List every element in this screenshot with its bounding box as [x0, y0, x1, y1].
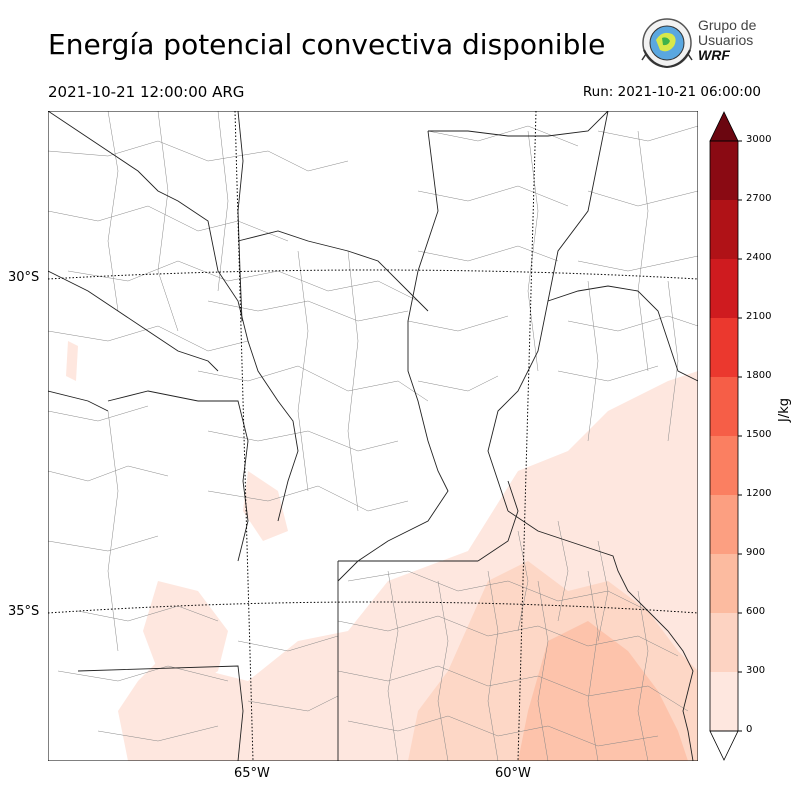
colorbar-segment [710, 318, 738, 377]
province-boundaries [48, 111, 698, 761]
colorbar-segment [710, 259, 738, 318]
colorbar-unit-label: J/kg [777, 398, 792, 422]
logo-text-line2: Usuarios [698, 32, 754, 48]
colorbar-tick-label: 300 [746, 665, 766, 676]
parallel-35s [48, 601, 698, 614]
colorbar-tick-label: 0 [746, 724, 753, 735]
colorbar-segment [710, 436, 738, 495]
colorbar-tick-label: 2100 [746, 311, 772, 322]
coastline [507, 510, 694, 761]
colorbar-tick-label: 1200 [746, 488, 772, 499]
lat-label-30s: 30°S [8, 270, 40, 285]
map-title: Energía potencial convectiva disponible [48, 28, 606, 61]
colorbar [709, 111, 742, 761]
valid-time: 2021-10-21 12:00:00 ARG [48, 83, 245, 101]
cape-map [48, 111, 698, 761]
cape-patch-center [243, 471, 288, 541]
colorbar-segment [710, 377, 738, 436]
cape-region-south-600 [518, 621, 688, 761]
colorbar-segment [710, 554, 738, 613]
colorbar-segment [710, 495, 738, 554]
department-boundaries [48, 111, 698, 761]
colorbar-under-arrow [709, 730, 739, 761]
parallel-30s [48, 269, 698, 280]
colorbar-segment [710, 141, 738, 200]
colorbar-tick-label: 3000 [746, 134, 772, 145]
colorbar-tick-label: 2400 [746, 252, 772, 263]
colorbar-tick-label: 1800 [746, 370, 772, 381]
graticule [48, 111, 698, 761]
lat-label-35s: 35°S [8, 604, 40, 619]
cape-patch-west [143, 581, 228, 691]
meridian-65w [234, 111, 254, 761]
cape-field [66, 341, 698, 761]
wrf-users-logo: Grupo de Usuarios WRF [638, 16, 768, 72]
cape-patch-northwest [66, 341, 78, 381]
logo-text-wrf: WRF [698, 47, 730, 63]
logo-text-line1: Grupo de [698, 17, 757, 33]
lon-label-65w: 65°W [234, 766, 270, 781]
colorbar-tick-label: 1500 [746, 429, 772, 440]
colorbar-segment [710, 613, 738, 672]
colorbar-tick-label: 2700 [746, 193, 772, 204]
colorbar-segment [710, 200, 738, 259]
globe-icon [641, 18, 693, 69]
run-time: Run: 2021-10-21 06:00:00 [582, 84, 761, 100]
colorbar-over-arrow [709, 111, 739, 142]
colorbar-tick-label: 900 [746, 547, 766, 558]
lon-label-60w: 60°W [495, 766, 531, 781]
colorbar-tick-label: 600 [746, 606, 766, 617]
colorbar-segment [710, 672, 738, 731]
